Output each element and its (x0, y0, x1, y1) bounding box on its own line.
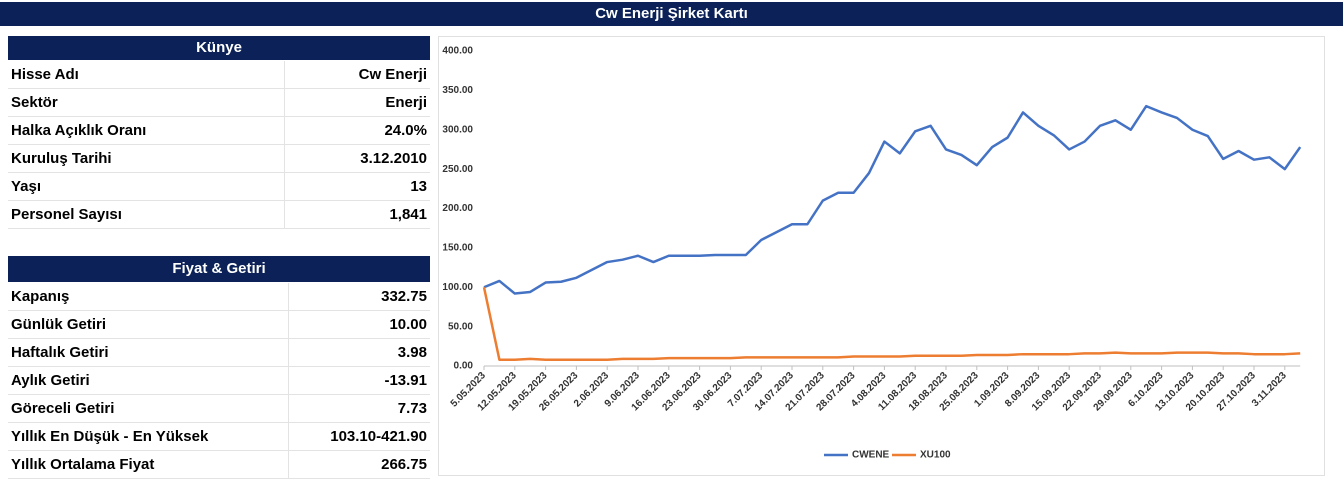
cell-label: Sektör (8, 88, 285, 117)
chart: 0.00 50.00 100.00 150.00 200.00 250.00 300.00 3… (442, 46, 1302, 461)
cell-value: 13 (284, 172, 430, 201)
section-title: Fiyat & Getiri (8, 256, 430, 282)
cell-label: Yaşı (8, 172, 285, 201)
table-row: Günlük Getiri 10.00 (8, 310, 430, 339)
cell-value: 10.00 (288, 310, 430, 339)
cell-label: Günlük Getiri (8, 310, 289, 339)
cell-label: Yıllık En Düşük - En Yüksek (8, 422, 289, 451)
price-table: Kapanış 332.75 Günlük Getiri 10.00 Haftalık … (8, 283, 430, 479)
cell-value: 1,841 (284, 200, 430, 229)
table-row: Yıllık En Düşük - En Yüksek 103.10-421.90 (8, 422, 430, 451)
cell-value: Cw Enerji (284, 61, 430, 89)
y-tick-label: 150.00 (442, 243, 473, 254)
series-line (482, 286, 1301, 361)
cell-value: 24.0% (284, 116, 430, 145)
cell-value: 3.12.2010 (284, 144, 430, 173)
cell-value: -13.91 (288, 366, 430, 395)
table-row: Yaşı 13 (8, 172, 430, 201)
table-row: Halka Açıklık Oranı 24.0% (8, 116, 430, 145)
cell-label: Haftalık Getiri (8, 338, 289, 367)
cell-label: Kuruluş Tarihi (8, 144, 285, 173)
table-row: Hisse Adı Cw Enerji (8, 61, 430, 89)
y-tick-label: 400.00 (442, 46, 473, 57)
table-row: Göreceli Getiri 7.73 (8, 394, 430, 423)
table-row: Aylık Getiri -13.91 (8, 366, 430, 395)
y-tick-label: 100.00 (442, 282, 473, 293)
cell-label: Hisse Adı (8, 61, 285, 89)
table-row: Haftalık Getiri 3.98 (8, 338, 430, 367)
cell-label: Göreceli Getiri (8, 394, 289, 423)
cell-value: 7.73 (288, 394, 430, 423)
y-tick-label: 0.00 (454, 361, 474, 372)
legend-label: CWENE (852, 450, 890, 461)
cell-value: Enerji (284, 88, 430, 117)
section-title: Künye (8, 36, 430, 60)
table-row: Kapanış 332.75 (8, 283, 430, 311)
table-row: Sektör Enerji (8, 88, 430, 117)
cell-label: Personel Sayısı (8, 200, 285, 229)
y-tick-label: 300.00 (442, 124, 473, 135)
x-tick-label: 3.11.2023 (1250, 370, 1289, 409)
cell-value: 3.98 (288, 338, 430, 367)
y-tick-label: 200.00 (442, 203, 473, 214)
legend-label: XU100 (920, 450, 951, 461)
cell-label: Aylık Getiri (8, 366, 289, 395)
cell-value: 103.10-421.90 (288, 422, 430, 451)
cell-value: 332.75 (288, 283, 430, 311)
table-row: Personel Sayısı 1,841 (8, 200, 430, 229)
cell-label: Halka Açıklık Oranı (8, 116, 285, 145)
page-title: Cw Enerji Şirket Kartı (0, 2, 1343, 26)
cell-label: Kapanış (8, 283, 289, 311)
cell-label: Yıllık Ortalama Fiyat (8, 450, 289, 479)
cell-value: 266.75 (288, 450, 430, 479)
y-tick-label: 50.00 (448, 321, 473, 332)
series-line (483, 104, 1302, 295)
chart-box: 0.00 50.00 100.00 150.00 200.00 250.00 300.00 3… (438, 36, 1325, 476)
y-tick-label: 250.00 (442, 164, 473, 175)
table-row: Yıllık Ortalama Fiyat 266.75 (8, 450, 430, 479)
table-row: Kuruluş Tarihi 3.12.2010 (8, 144, 430, 173)
info-table: Hisse Adı Cw Enerji Sektör Enerji Halka Açık… (8, 61, 430, 229)
y-tick-label: 350.00 (442, 85, 473, 96)
